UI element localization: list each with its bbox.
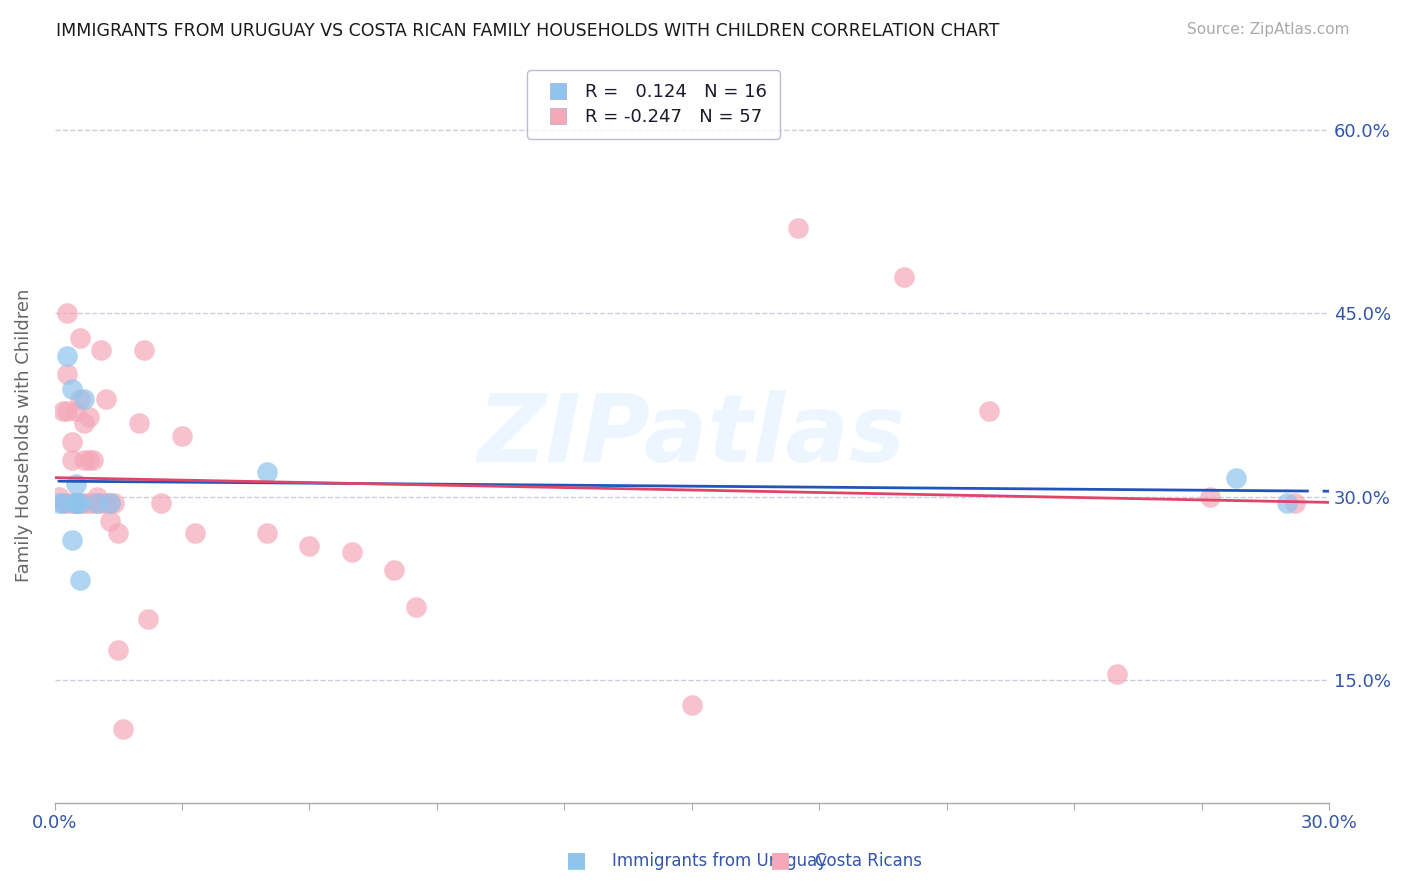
Text: Immigrants from Uruguay: Immigrants from Uruguay (612, 852, 827, 870)
Point (256, 526, 278, 541)
Point (82, 496, 104, 510)
Point (90, 343, 112, 357)
Point (1275, 496, 1298, 510)
Point (681, 698, 703, 712)
Point (52, 496, 75, 510)
Point (107, 526, 129, 541)
Point (56, 496, 79, 510)
Point (77, 410, 100, 425)
Point (69, 573, 91, 587)
Point (86, 490, 108, 504)
Point (65, 496, 87, 510)
Point (65, 496, 87, 510)
Point (787, 220, 810, 235)
Point (73, 496, 96, 510)
Text: ■: ■ (567, 850, 586, 870)
Text: Source: ZipAtlas.com: Source: ZipAtlas.com (1187, 22, 1350, 37)
Point (405, 599, 427, 614)
Point (94, 496, 117, 510)
Point (298, 539, 321, 553)
Point (98, 514, 121, 528)
Text: ■: ■ (770, 850, 790, 870)
Point (183, 526, 205, 541)
Point (65, 496, 87, 510)
Point (1105, 667, 1128, 681)
Legend: R =   0.124   N = 16, R = -0.247   N = 57: R = 0.124 N = 16, R = -0.247 N = 57 (527, 70, 780, 139)
Point (65, 496, 87, 510)
Point (82, 453, 104, 467)
Point (340, 545, 363, 559)
Point (69, 496, 91, 510)
Point (65, 404, 87, 418)
Text: ZIPatlas: ZIPatlas (478, 390, 905, 482)
Point (136, 612, 159, 626)
Text: Costa Ricans: Costa Ricans (815, 852, 922, 870)
Point (69, 331, 91, 345)
Point (56, 306, 79, 320)
Point (103, 496, 125, 510)
Point (77, 496, 100, 510)
Point (60, 434, 83, 449)
Y-axis label: Family Households with Children: Family Households with Children (15, 289, 32, 582)
Point (979, 404, 1001, 418)
Point (132, 343, 155, 357)
Point (107, 642, 129, 657)
Point (94, 392, 117, 406)
Point (48, 496, 70, 510)
Point (73, 453, 96, 467)
Point (111, 722, 134, 736)
Point (60, 453, 83, 467)
Point (60, 533, 83, 547)
Point (77, 453, 100, 467)
Point (56, 368, 79, 382)
Point (1284, 496, 1306, 510)
Point (56, 404, 79, 418)
Point (60, 382, 83, 396)
Point (1199, 490, 1222, 504)
Point (256, 465, 278, 479)
Point (98, 496, 121, 510)
Point (149, 496, 172, 510)
Point (65, 477, 87, 491)
Point (86, 496, 108, 510)
Point (98, 496, 121, 510)
Point (52, 404, 75, 418)
Point (65, 496, 87, 510)
Point (128, 417, 150, 431)
Point (48, 490, 70, 504)
Point (69, 392, 91, 406)
Text: IMMIGRANTS FROM URUGUAY VS COSTA RICAN FAMILY HOUSEHOLDS WITH CHILDREN CORRELATI: IMMIGRANTS FROM URUGUAY VS COSTA RICAN F… (56, 22, 1000, 40)
Point (52, 496, 75, 510)
Point (86, 496, 108, 510)
Point (384, 563, 406, 577)
Point (73, 417, 96, 431)
Point (56, 349, 79, 363)
Point (90, 496, 112, 510)
Point (170, 428, 193, 442)
Point (73, 392, 96, 406)
Point (893, 269, 915, 284)
Point (1225, 471, 1247, 485)
Point (69, 496, 91, 510)
Point (60, 496, 83, 510)
